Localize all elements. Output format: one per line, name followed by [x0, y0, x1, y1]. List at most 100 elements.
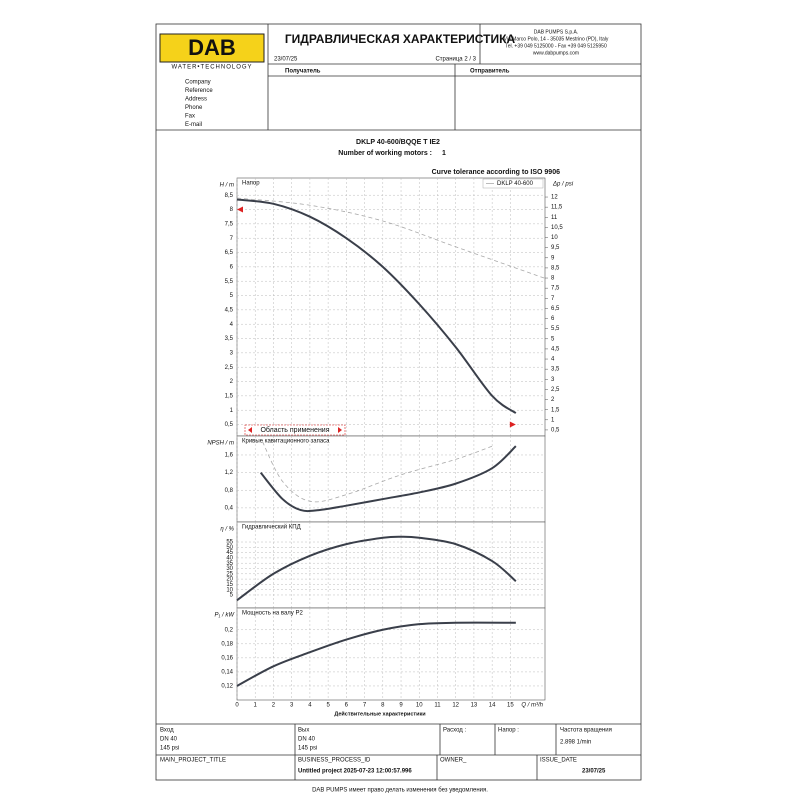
curve: [262, 441, 493, 503]
legend-box: [482, 178, 544, 189]
field-label: Reference: [185, 88, 213, 94]
y2-tick-label: 1: [551, 417, 555, 423]
motors-value: 1: [442, 150, 446, 157]
y-tick-label: 40: [226, 555, 233, 561]
y-axis-label: η / %: [220, 527, 234, 533]
y-tick-label: 7,5: [225, 221, 234, 227]
y-tick-label: 1,5: [225, 393, 234, 399]
range-box: [244, 424, 346, 436]
x-tick-label: 4: [308, 703, 312, 709]
y2-tick-label: 8: [551, 276, 555, 282]
y2-tick-label: 5,5: [551, 326, 560, 332]
outlet-label: Вых: [298, 728, 309, 734]
y2-tick-label: 6: [551, 316, 555, 322]
y2-tick-label: 12: [551, 195, 558, 201]
field-label: E-mail: [185, 122, 202, 128]
company-line: Via Marco Polo, 14 - 35035 Mestrino (PD)…: [504, 36, 609, 42]
x-tick-label: 13: [471, 703, 478, 709]
y2-tick-label: 2,5: [551, 387, 560, 393]
y-axis-label: P₁ / kW: [214, 613, 235, 619]
curve: [236, 197, 546, 279]
y-tick-label: 25: [226, 571, 233, 577]
curve: [236, 198, 517, 414]
y-tick-label: 1,2: [225, 470, 234, 476]
y-tick-label: 0,8: [225, 488, 234, 494]
y-tick-label: 2: [230, 379, 234, 385]
y2-tick-label: 11: [551, 215, 558, 221]
y2-tick-label: 1,5: [551, 407, 560, 413]
y2-tick-label: 10,5: [551, 225, 563, 231]
x-tick-label: 9: [399, 703, 403, 709]
x-tick-label: 2: [272, 703, 276, 709]
annotation: Гидравлический КПД: [242, 524, 301, 531]
recipient: Получатель: [285, 69, 321, 75]
y-tick-label: 6,5: [225, 250, 234, 256]
logo-box: [159, 33, 265, 63]
y2-tick-label: 10: [551, 235, 558, 241]
curve: [259, 445, 517, 513]
field-label: Fax: [185, 114, 195, 120]
y-tick-label: 35: [226, 561, 233, 567]
process-label: BUSINESS_PROCESS_ID: [298, 758, 371, 764]
y-tick-label: 10: [226, 587, 233, 593]
range-marker: [237, 206, 243, 213]
y-tick-label: 8: [230, 207, 234, 213]
x-tick-label: 6: [345, 703, 349, 709]
y2-tick-label: 0,5: [551, 428, 560, 434]
y-tick-label: 8,5: [225, 193, 234, 199]
y-axis-label: H / m: [220, 183, 234, 189]
y-tick-label: 5: [230, 293, 234, 299]
x-tick-label: 15: [507, 703, 514, 709]
inlet-label: Вход: [160, 728, 174, 734]
legend-entry: DKLP 40-600: [497, 181, 534, 187]
y-axis-label: NPSH / m: [207, 441, 234, 447]
annotation: Мощность на валу P2: [242, 611, 303, 617]
x-tick-label: 3: [290, 703, 294, 709]
y-tick-label: 0,14: [221, 669, 233, 675]
y2-tick-label: 2: [551, 397, 555, 403]
fields: Company Reference Address Phone Fax E-mail: [185, 80, 213, 129]
model: DKLP 40-600/BQQE T IE2: [356, 139, 440, 146]
inlet-pressure: 145 psi: [160, 746, 179, 752]
outlet-dn: DN 40: [298, 737, 316, 743]
y2-tick-label: 5: [551, 336, 555, 342]
y2-axis-label: Δp / psi: [552, 182, 574, 188]
y2-tick-label: 3,5: [551, 367, 560, 373]
y-tick-label: 50: [226, 545, 233, 551]
y-tick-label: 55: [226, 540, 233, 546]
y-tick-label: 0,2: [225, 627, 234, 633]
x-tick-label: 1: [254, 703, 258, 709]
motors-label: Number of working motors :: [338, 150, 432, 157]
y-tick-label: 0,5: [225, 422, 234, 428]
y2-tick-label: 4,5: [551, 346, 560, 352]
charts: 0,5 1 1,5 2 2,5 3 3,5 4 4,5 5 5,5 6 6,5 7 7,5 8 8,5 H / m…: [207, 177, 574, 709]
y-tick-label: 3: [230, 350, 234, 356]
y-tick-label: 30: [226, 566, 233, 572]
y-tick-label: 45: [226, 550, 233, 556]
speed-value: 2.898 1/min: [560, 740, 591, 746]
y-tick-label: 6: [230, 264, 234, 270]
company-line: www.dabpumps.com: [533, 50, 579, 56]
footer: DAB PUMPS имеет право делать изменения б…: [312, 788, 488, 794]
x-tick-label: 7: [363, 703, 367, 709]
annotation: Напор: [242, 181, 260, 187]
y-tick-label: 0,12: [221, 684, 233, 690]
page-number: Страница 2 / 3: [435, 57, 476, 63]
logo: DAB: [188, 35, 236, 60]
plot-area: [236, 435, 546, 523]
flow-label: Расход :: [443, 728, 466, 734]
head-label: Напор :: [498, 728, 519, 734]
speed-label: Частота вращения: [560, 728, 612, 734]
x-tick-label: 10: [416, 703, 423, 709]
sender: Отправитель: [470, 69, 510, 75]
range-arrow: [338, 427, 342, 433]
range-label: Область применения: [260, 426, 329, 434]
tolerance-note: Curve tolerance according to ISO 9906: [432, 169, 560, 176]
x-tick-label: 0: [235, 703, 239, 709]
field-label: Company: [185, 80, 211, 86]
y-tick-label: 5: [230, 593, 234, 599]
y2-tick-label: 9,5: [551, 245, 560, 251]
project-label: MAIN_PROJECT_TITLE: [160, 758, 226, 764]
owner-label: OWNER_: [440, 758, 467, 764]
